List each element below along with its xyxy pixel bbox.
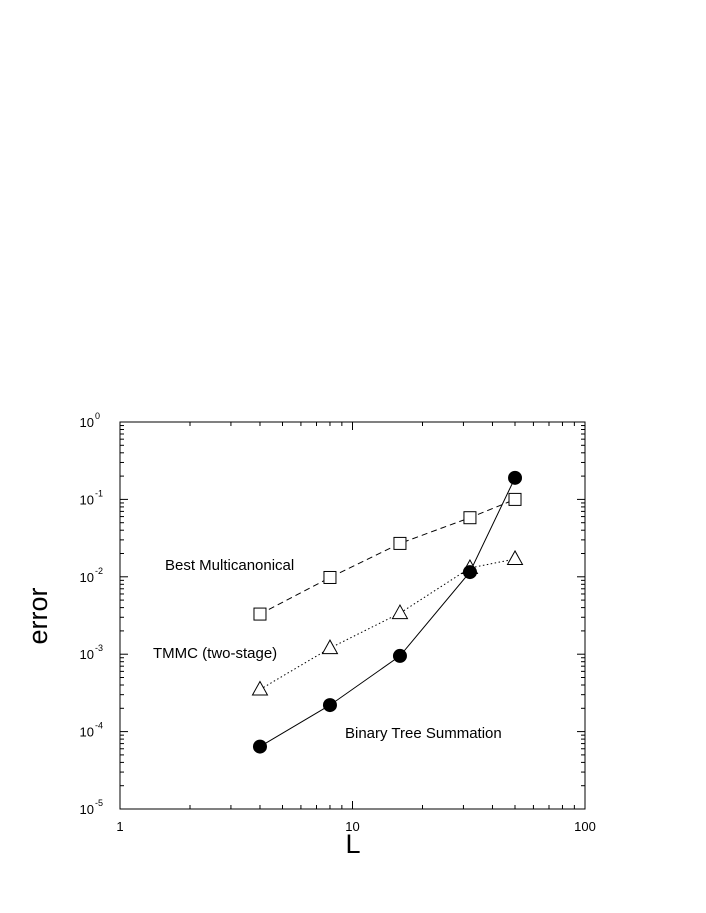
x-tick-label: 100 [574, 819, 596, 834]
series-label-1: TMMC (two-stage) [153, 645, 277, 662]
x-axis-ticks: 1 10 100 [116, 422, 596, 834]
y-tick-label-base: 10 [80, 570, 94, 585]
y-tick-label-base: 10 [80, 647, 94, 662]
series-lines [259, 477, 516, 748]
square-point [323, 570, 337, 584]
x-axis-title: L [345, 829, 360, 859]
y-axis-title: error [23, 587, 53, 644]
y-tick-label-exp: -4 [95, 721, 103, 731]
y-tick-label-base: 10 [80, 725, 94, 740]
series-markers [251, 470, 524, 754]
triangle-point [391, 604, 409, 620]
circle-point [508, 470, 523, 485]
series-line-0 [259, 498, 516, 615]
x-tick-label: 1 [116, 819, 123, 834]
square-point [393, 536, 407, 550]
circle-point [322, 698, 337, 713]
circle-point [252, 739, 267, 754]
circle-point [392, 648, 407, 663]
circle-point [462, 565, 477, 580]
series-line-1 [259, 558, 516, 690]
series-label-0: Best Multicanonical [165, 557, 294, 574]
y-tick-label-base: 10 [80, 415, 94, 430]
series-label-2: Binary Tree Summation [345, 725, 502, 742]
y-tick-label-exp: -2 [95, 566, 103, 576]
square-point [253, 607, 267, 621]
x-tick-label: 10 [345, 819, 359, 834]
triangle-point [251, 680, 269, 696]
series-line-2 [259, 477, 516, 748]
y-tick-label-exp: -3 [95, 643, 103, 653]
series-annotations: Best Multicanonical TMMC (two-stage) Binar… [153, 557, 502, 742]
y-tick-label-exp: -1 [95, 488, 103, 498]
y-tick-label-base: 10 [80, 492, 94, 507]
triangle-point [506, 549, 524, 565]
y-tick-label-exp: 0 [95, 411, 100, 421]
y-tick-label-base: 10 [80, 802, 94, 817]
square-point [463, 511, 477, 525]
y-tick-label-exp: -5 [95, 798, 103, 808]
triangle-point [321, 639, 339, 655]
square-point [508, 492, 522, 506]
